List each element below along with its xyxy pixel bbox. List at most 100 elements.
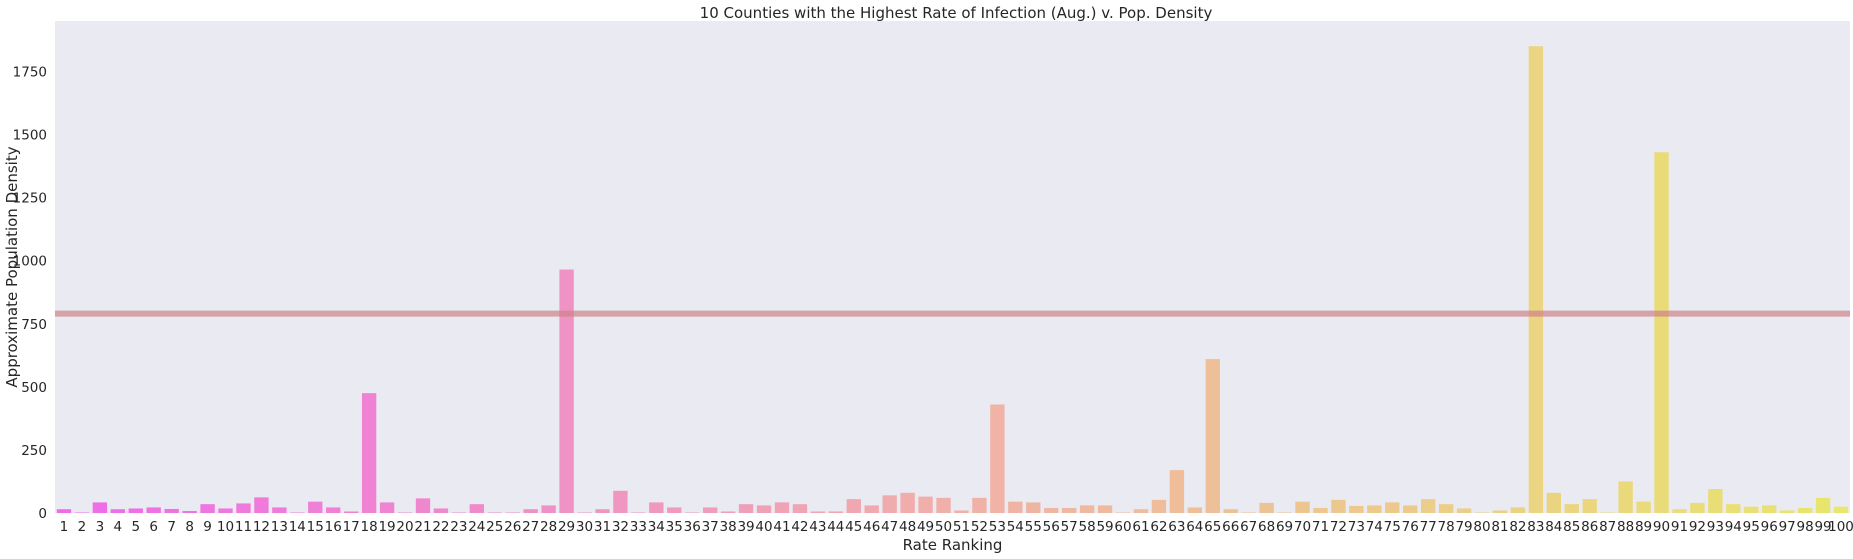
- bar-31: [595, 509, 610, 513]
- x-tick-label: 38: [720, 519, 737, 535]
- bar-73: [1349, 505, 1364, 513]
- bar-54: [1008, 501, 1023, 513]
- x-tick-label: 67: [1240, 519, 1257, 535]
- x-tick-label: 64: [1186, 519, 1203, 535]
- x-tick-label: 51: [953, 519, 970, 535]
- bar-92: [1690, 502, 1705, 513]
- bar-48: [900, 492, 915, 513]
- x-tick-label: 74: [1366, 519, 1383, 535]
- bar-40: [756, 505, 772, 513]
- x-tick-label: 62: [1150, 519, 1167, 535]
- bar-49: [918, 496, 933, 513]
- x-tick-label: 50: [935, 519, 952, 535]
- bar-58: [1079, 505, 1095, 513]
- x-tick-label: 87: [1599, 519, 1616, 535]
- bar-63: [1169, 470, 1185, 513]
- x-tick-label: 5: [131, 519, 140, 535]
- y-tick-label: 250: [21, 443, 47, 459]
- bar-77: [1420, 499, 1436, 513]
- bar-35: [667, 507, 682, 513]
- bar-17: [343, 511, 359, 513]
- bar-56: [1044, 507, 1059, 513]
- bar-22: [433, 508, 449, 513]
- x-tick-label: 32: [612, 519, 629, 535]
- bar-55: [1026, 502, 1041, 513]
- x-tick-label: 59: [1096, 519, 1113, 535]
- bar-38: [720, 511, 736, 513]
- bar-29: [559, 269, 574, 513]
- x-tick-label: 12: [253, 519, 270, 535]
- bar-33: [631, 512, 646, 513]
- x-tick-label: 15: [307, 519, 324, 535]
- x-tick-label: 21: [414, 519, 431, 535]
- bar-93: [1708, 489, 1723, 513]
- bar-87: [1600, 512, 1615, 513]
- bar-65: [1205, 359, 1220, 513]
- x-tick-label: 96: [1761, 519, 1778, 535]
- bar-60: [1115, 512, 1131, 513]
- x-tick-label: 76: [1402, 519, 1419, 535]
- x-tick-label: 31: [594, 519, 611, 535]
- bar-10: [218, 508, 233, 513]
- bar-42: [792, 504, 808, 513]
- bar-19: [379, 502, 395, 513]
- x-tick-label: 55: [1025, 519, 1042, 535]
- bar-74: [1367, 505, 1382, 513]
- x-tick-label: 58: [1079, 519, 1096, 535]
- x-tick-label: 40: [755, 519, 772, 535]
- bar-43: [810, 511, 826, 513]
- x-tick-label: 88: [1617, 519, 1634, 535]
- x-tick-label: 34: [648, 519, 665, 535]
- bar-70: [1295, 501, 1310, 513]
- x-tick-label: 28: [540, 519, 557, 535]
- bar-95: [1744, 506, 1759, 513]
- y-tick-label: 1750: [13, 64, 47, 80]
- bar-18: [361, 393, 377, 513]
- bar-3: [92, 502, 108, 513]
- plot-area: [55, 21, 1850, 513]
- bar-39: [738, 504, 754, 513]
- x-tick-label: 13: [271, 519, 288, 535]
- x-tick-label: 48: [899, 519, 916, 535]
- x-tick-label: 33: [630, 519, 647, 535]
- bar-7: [164, 508, 179, 513]
- bar-16: [326, 507, 341, 513]
- bar-5: [128, 508, 143, 513]
- bar-1: [56, 509, 72, 513]
- x-tick-label: 89: [1635, 519, 1652, 535]
- bar-53: [990, 404, 1005, 513]
- bar-41: [774, 502, 790, 513]
- bar-94: [1726, 504, 1741, 513]
- x-tick-label: 23: [450, 519, 467, 535]
- x-tick-label: 22: [432, 519, 449, 535]
- x-tick-label: 86: [1581, 519, 1598, 535]
- y-axis-label: Approximate Population Density: [3, 146, 21, 387]
- y-axis: 0 250 500 750 1000 1250 1500 1750: [13, 64, 47, 522]
- x-tick-label: 29: [558, 519, 575, 535]
- bar-27: [523, 509, 538, 513]
- bar-91: [1672, 509, 1687, 513]
- bar-81: [1492, 510, 1508, 513]
- x-tick-label: 14: [289, 519, 306, 535]
- x-tick-label: 24: [468, 519, 485, 535]
- x-tick-label: 16: [325, 519, 342, 535]
- bar-28: [541, 505, 556, 513]
- bar-67: [1241, 512, 1256, 513]
- x-tick-label: 37: [702, 519, 719, 535]
- x-tick-label: 90: [1653, 519, 1670, 535]
- x-tick-label: 7: [167, 519, 176, 535]
- x-axis: 1 2 3 4 5 6 7 8 9 10 11 12 13 14 15 16 17 18 19 20 21 22 23 24 2…: [60, 519, 1853, 535]
- bar-88: [1618, 481, 1633, 513]
- bar-86: [1582, 499, 1597, 513]
- bar-96: [1762, 505, 1777, 513]
- y-tick-label: 1250: [13, 191, 47, 207]
- y-tick-label: 0: [38, 506, 47, 522]
- x-tick-label: 82: [1509, 519, 1526, 535]
- x-tick-label: 54: [1007, 519, 1024, 535]
- bar-64: [1187, 507, 1203, 513]
- bar-36: [685, 512, 700, 513]
- bar-30: [577, 512, 592, 513]
- x-tick-label: 92: [1689, 519, 1706, 535]
- bar-14: [290, 512, 305, 513]
